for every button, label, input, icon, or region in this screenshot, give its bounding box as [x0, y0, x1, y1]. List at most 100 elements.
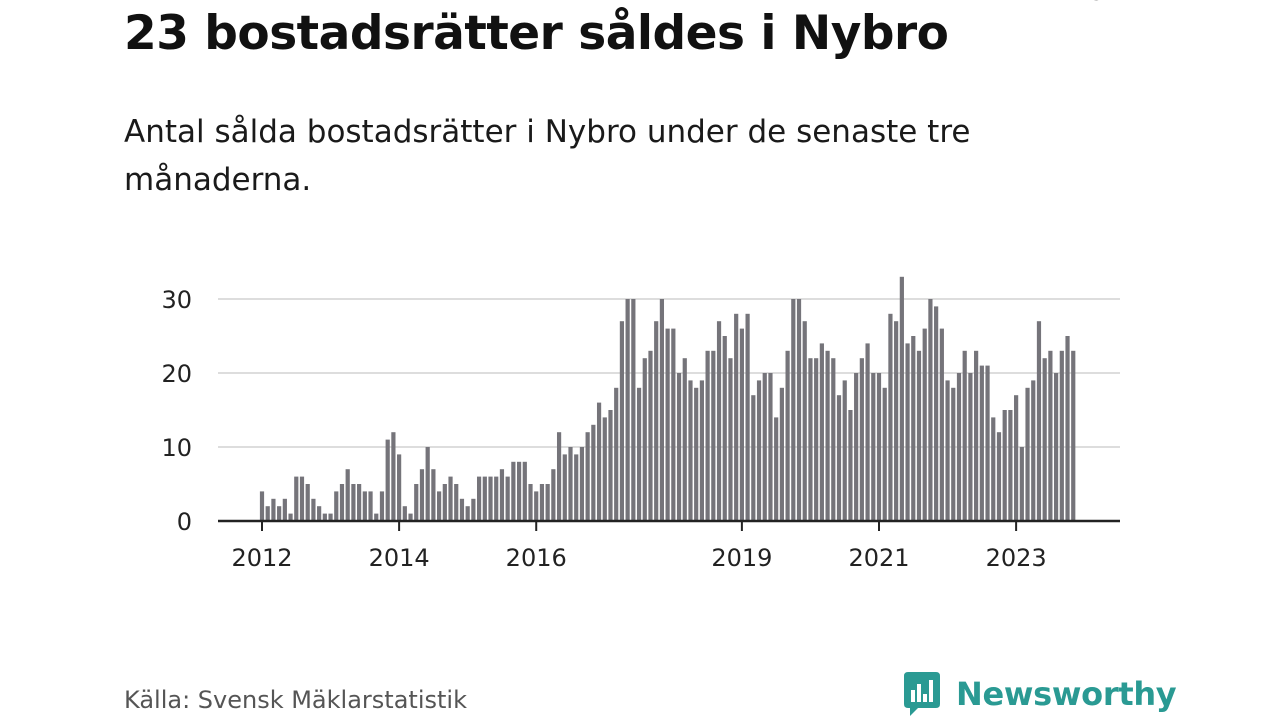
bar — [831, 358, 836, 521]
bar — [305, 484, 310, 521]
bar — [671, 328, 676, 521]
bar — [562, 454, 567, 521]
bar — [631, 299, 636, 521]
bar — [1065, 336, 1070, 521]
bar — [619, 321, 625, 521]
bar — [579, 447, 585, 521]
bar — [848, 410, 853, 521]
y-tick-label: 30 — [161, 286, 192, 314]
bar — [888, 313, 893, 521]
bar — [265, 506, 270, 521]
bar — [482, 476, 487, 521]
x-tick-label: 2016 — [506, 544, 567, 572]
bar — [505, 476, 510, 521]
bar — [928, 299, 933, 521]
bar — [357, 484, 362, 521]
bar — [516, 461, 522, 521]
bar — [391, 432, 396, 521]
bars — [259, 276, 1076, 521]
bar — [968, 373, 973, 521]
bar — [277, 506, 282, 521]
x-tick-label: 2019 — [711, 544, 772, 572]
bar — [328, 513, 333, 521]
bar — [539, 484, 545, 521]
bar — [379, 491, 385, 521]
bar — [476, 476, 482, 521]
bar — [568, 447, 573, 521]
bar — [322, 513, 327, 521]
bar — [522, 461, 527, 521]
bar — [836, 395, 842, 521]
bar — [488, 476, 493, 521]
bar — [728, 358, 733, 521]
bar — [1019, 447, 1024, 521]
bar — [922, 328, 927, 521]
bar — [899, 276, 904, 521]
bar — [768, 373, 773, 521]
bar — [1048, 350, 1053, 521]
bar — [785, 350, 790, 521]
x-tick-label: 2023 — [986, 544, 1047, 572]
bar — [465, 506, 470, 521]
bar — [454, 484, 459, 521]
bar — [1059, 350, 1064, 521]
bar — [654, 321, 659, 521]
bar — [711, 350, 716, 521]
bar — [1071, 350, 1076, 521]
x-tick-label: 2014 — [369, 544, 430, 572]
bar — [374, 513, 379, 521]
bar — [271, 498, 276, 521]
bar — [636, 387, 642, 521]
bar — [614, 387, 619, 521]
bar — [1054, 373, 1059, 521]
bar — [739, 328, 744, 521]
bar — [934, 306, 939, 521]
newsworthy-logo-icon — [904, 672, 940, 716]
bar — [779, 387, 784, 521]
brand-logo: Newsworthy — [902, 670, 1177, 718]
bar — [705, 350, 710, 521]
bar — [459, 498, 465, 521]
bar — [951, 387, 956, 521]
bar — [905, 343, 910, 521]
bar — [494, 476, 499, 521]
bar — [596, 402, 602, 521]
bar — [282, 498, 287, 521]
bar — [859, 358, 864, 521]
bar — [259, 491, 265, 521]
y-tick-label: 0 — [177, 508, 192, 536]
y-tick-label: 20 — [161, 360, 192, 388]
bar — [402, 506, 407, 521]
bar — [819, 343, 824, 521]
bar — [1014, 395, 1019, 521]
bar — [694, 387, 699, 521]
bar — [574, 454, 579, 521]
bar — [339, 484, 345, 521]
bar — [974, 350, 979, 521]
source-note: Källa: Svensk Mäklarstatistik — [124, 686, 467, 714]
bar — [431, 469, 436, 521]
bar — [814, 358, 819, 521]
highlight-value-label: 23 — [1073, 0, 1105, 6]
bar — [534, 491, 539, 521]
bar — [734, 313, 739, 521]
bar — [437, 491, 442, 521]
bar — [876, 373, 882, 521]
bar — [962, 350, 967, 521]
x-tick-label: 2012 — [231, 544, 292, 572]
bar — [939, 328, 944, 521]
bar — [894, 321, 899, 521]
bar — [882, 387, 887, 521]
bar — [956, 373, 962, 521]
bar — [802, 321, 807, 521]
bar — [414, 484, 419, 521]
bar — [317, 506, 322, 521]
bar — [722, 336, 727, 521]
bar — [511, 461, 516, 521]
bar — [796, 299, 802, 521]
bar — [791, 299, 796, 521]
bar — [756, 380, 762, 521]
bar — [385, 439, 390, 521]
bar — [774, 417, 779, 521]
bar — [842, 380, 847, 521]
